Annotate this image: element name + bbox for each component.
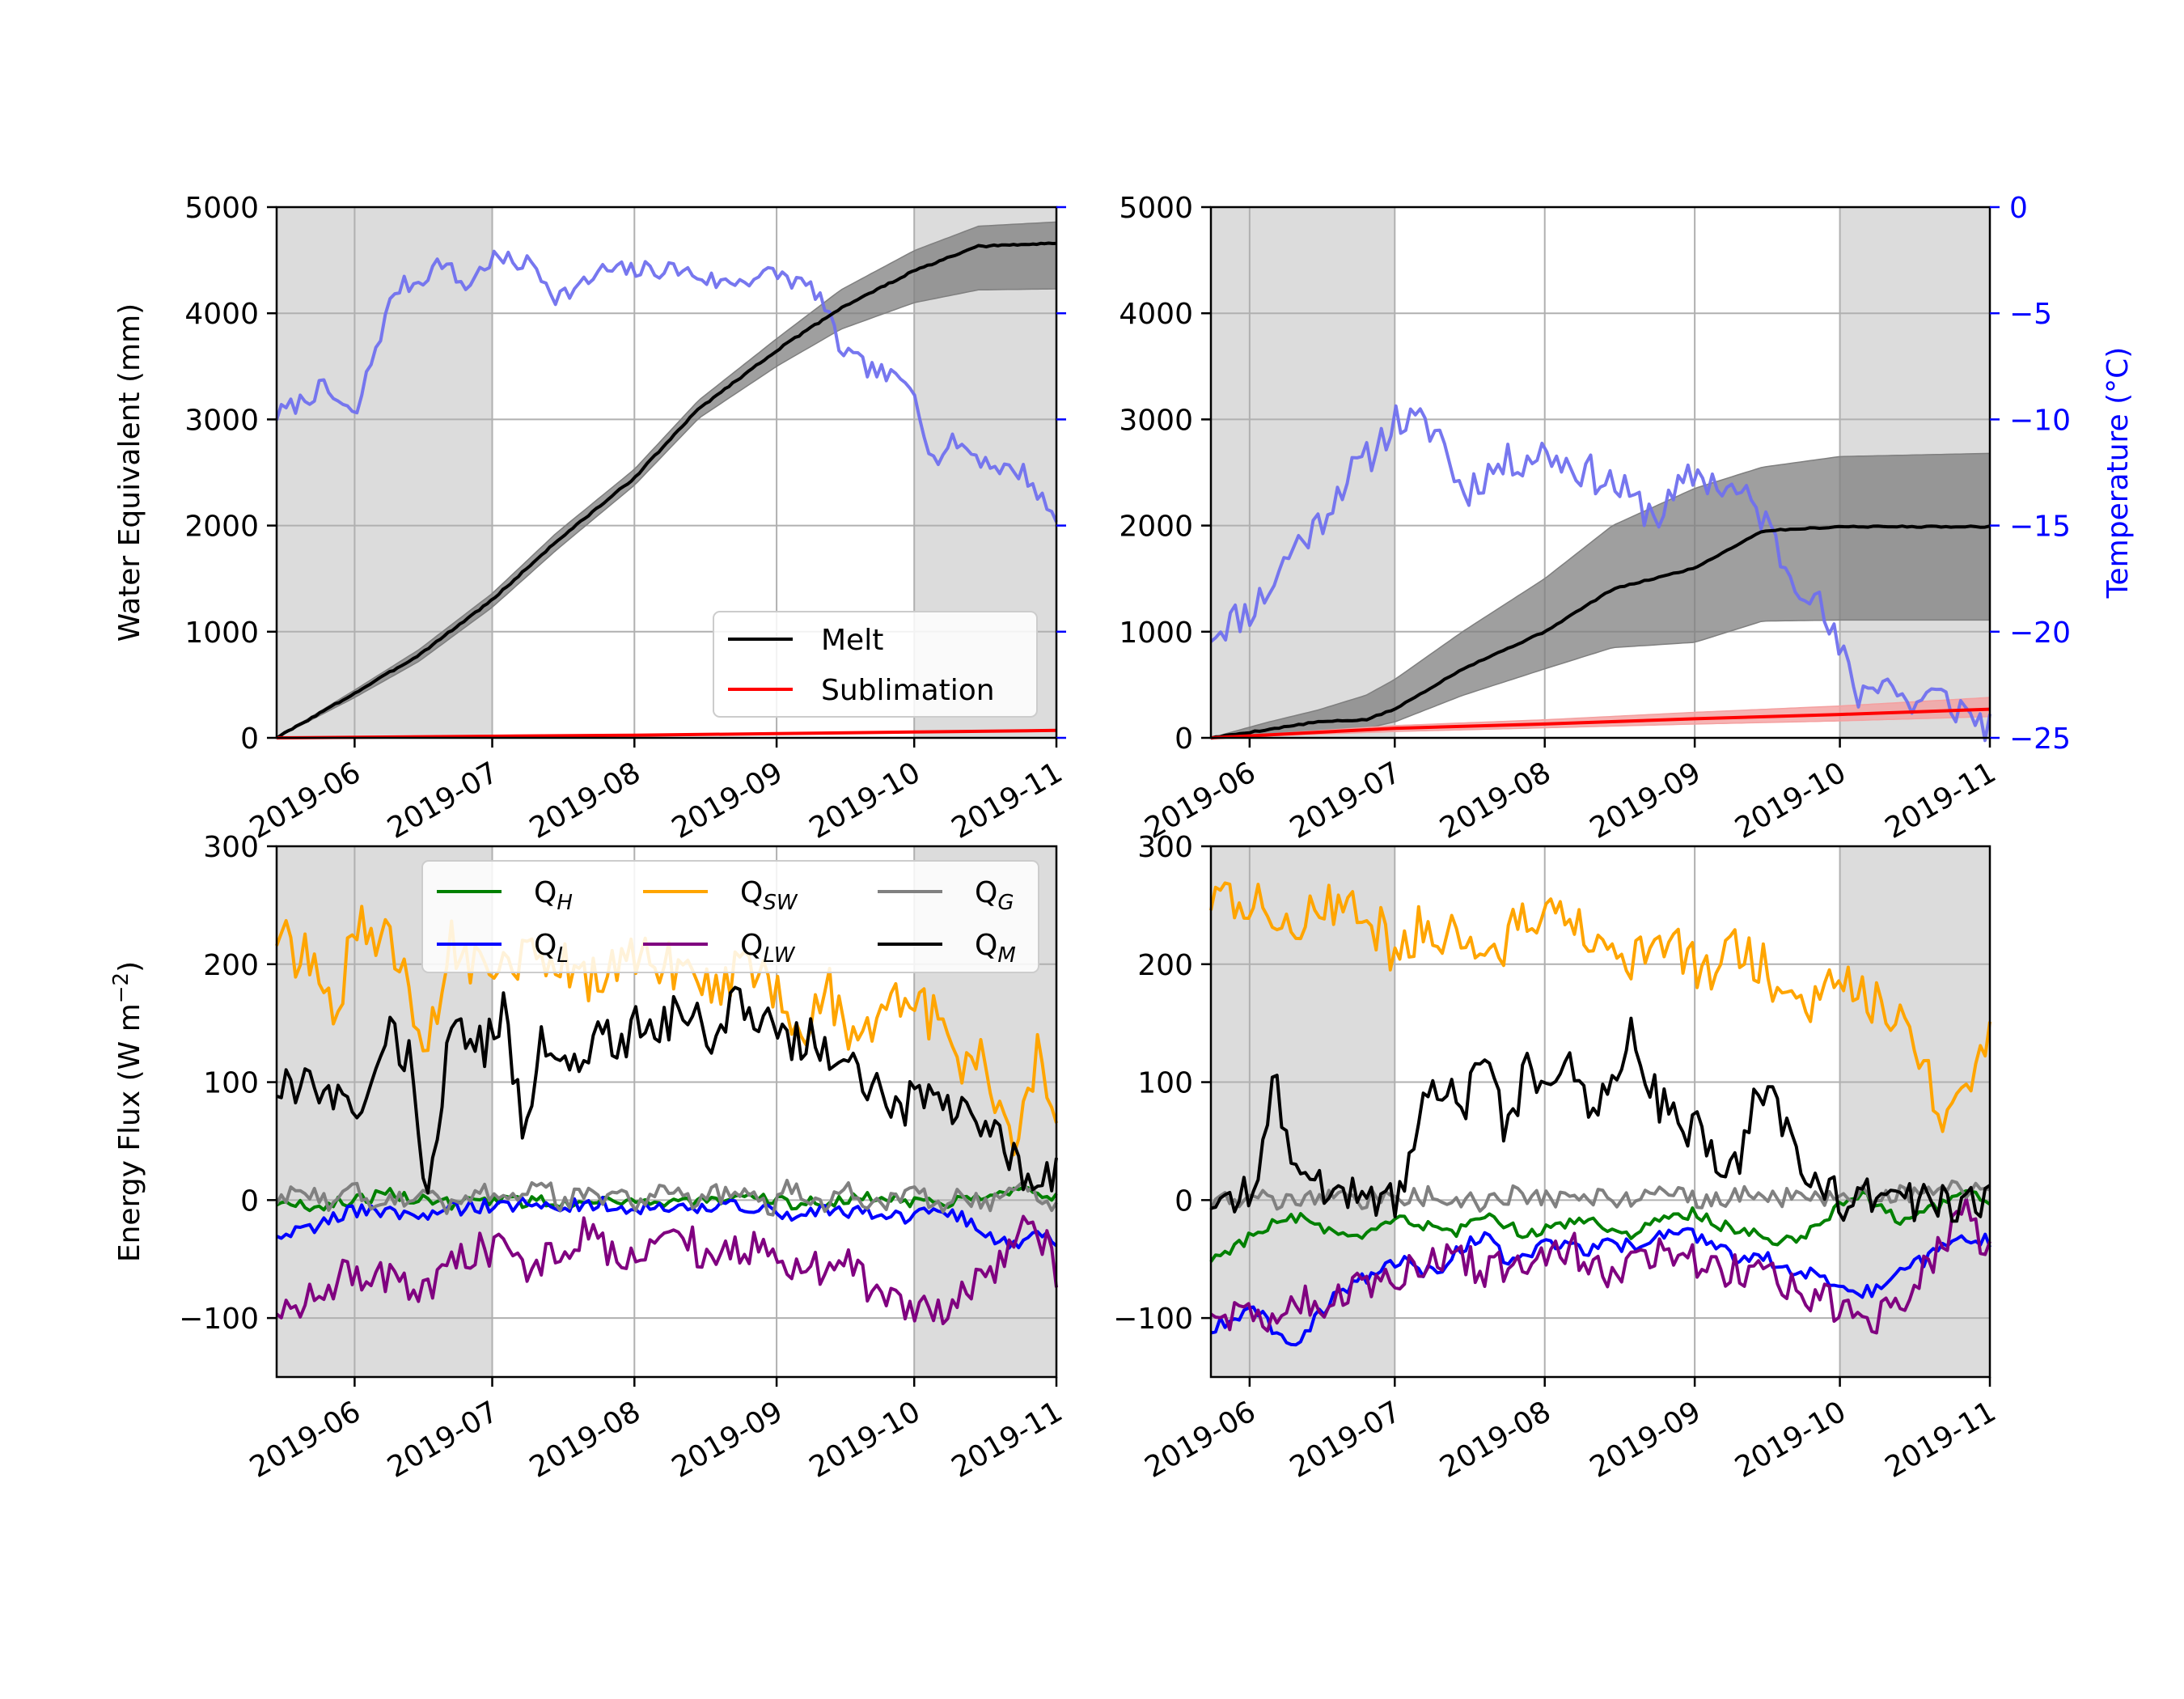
legend: QH QL QSW QLW QG QM [421,860,1039,973]
legend: Melt Sublimation [713,611,1038,718]
plot-frame [275,845,1058,1379]
temperature-line [1209,404,1991,743]
legend-ql-label: QL [534,929,569,968]
y2-tick-label: −25 [2009,722,2071,756]
legend-qg-label: QG [975,876,1014,915]
x-tick-label: 2019-09 [667,756,789,845]
series-qg-line [275,1179,1058,1217]
x-tick-label: 2019-11 [1880,1395,2002,1485]
y-tick-label: 1000 [1119,616,1193,650]
y-tick-label: 3000 [184,404,259,437]
y2-tick-label: −10 [2009,404,2071,437]
x-tick-label: 2019-08 [1434,1395,1556,1485]
melt-line [1210,524,1991,740]
y2-tick-label: −15 [2009,511,2071,544]
panel-bottom-right: −100 0 100 200 300 2019-06 2019-07 2019-08 2019-… [1113,831,2001,1485]
shaded-period-0 [1211,207,1395,738]
sublimation-line [276,728,1057,739]
x-tick-label: 2019-09 [1585,756,1707,845]
y-tick-label: −100 [1113,1303,1193,1336]
y-tick-label: 300 [203,831,259,864]
series-qlw-line [275,1214,1058,1325]
y-tick-label: 2000 [1119,511,1193,544]
y-tick-label: 200 [1137,949,1193,982]
y-tick-label: 1000 [184,616,259,650]
x-tick-label: 2019-10 [804,1395,926,1485]
x-tick-label: 2019-08 [524,1395,646,1485]
x-tick-label: 2019-10 [1729,1395,1852,1485]
y-tick-label: 2000 [184,511,259,544]
x-tick-label: 2019-09 [667,1395,789,1485]
x-tick-label: 2019-08 [524,756,646,845]
legend-qm-label: QM [975,929,1016,968]
series-qlw-line [1209,1197,1991,1335]
y-axis-label: Water Equivalent (mm) [113,303,146,642]
y-tick-label: 0 [1175,1184,1193,1218]
y-tick-label: 3000 [1119,404,1193,437]
x-tick-label: 2019-08 [1434,756,1556,845]
y-tick-label: 0 [240,1184,259,1218]
y2-axis-label: Temperature (°C) [2101,347,2135,600]
x-tick-label: 2019-07 [382,756,504,845]
legend-qlw-label: QLW [740,929,796,968]
x-tick-label: 2019-11 [946,756,1069,845]
y2-tick-label: 0 [2009,192,2028,225]
y-tick-label: 100 [203,1067,259,1100]
legend-qsw-label: QSW [740,876,798,915]
y2-tick-label: −5 [2009,298,2052,331]
series-qm-line [1210,1016,1991,1223]
x-tick-label: 2019-11 [946,1395,1069,1485]
y-tick-label: 4000 [184,298,259,331]
legend-sublimation-label: Sublimation [821,674,995,707]
series-qm-line [276,985,1058,1195]
melt-line [275,241,1057,740]
x-tick-label: 2019-07 [1285,756,1407,845]
y-tick-label: 200 [203,949,259,982]
legend-melt-label: Melt [821,624,883,657]
panel-top-right: 0 1000 2000 3000 4000 5000 −25 −20 −15 −10 −5 0 2019… [1119,192,2135,845]
x-tick-label: 2019-06 [244,756,366,845]
series-ql-line [276,1196,1058,1250]
y-tick-label: 100 [1137,1067,1193,1100]
y-tick-label: 300 [1137,831,1193,864]
series-qg-line [1209,1179,1991,1213]
shaded-period-0 [277,207,493,738]
y-axis-label: Energy Flux (W m−2) [109,961,146,1262]
x-tick-label: 2019-11 [1880,756,2002,845]
x-tick-label: 2019-06 [244,1395,366,1485]
y-tick-label: 5000 [1119,192,1193,225]
y-tick-label: 4000 [1119,298,1193,331]
x-tick-label: 2019-07 [382,1395,504,1485]
series-qh-line [1209,1188,1991,1263]
y2-tick-label: −20 [2009,616,2071,650]
legend-frame [421,860,1039,973]
plot-frame [275,205,1058,739]
x-tick-label: 2019-07 [1285,1395,1407,1485]
x-tick-label: 2019-10 [804,756,926,845]
temperature-line [275,249,1058,523]
legend-qh-label: QH [534,876,573,915]
legend-frame [713,611,1038,718]
y-tick-label: −100 [179,1303,259,1336]
y-tick-label: 0 [1175,722,1193,756]
y-tick-label: 5000 [184,192,259,225]
x-tick-label: 2019-10 [1729,756,1852,845]
x-tick-label: 2019-09 [1585,1395,1707,1485]
sublimation-line [1210,707,1991,739]
series-qsw-line [1209,881,1991,1133]
y-tick-label: 0 [240,722,259,756]
x-tick-label: 2019-06 [1140,1395,1262,1485]
plot-frame [1209,205,1991,739]
plot-frame [1209,845,1991,1379]
